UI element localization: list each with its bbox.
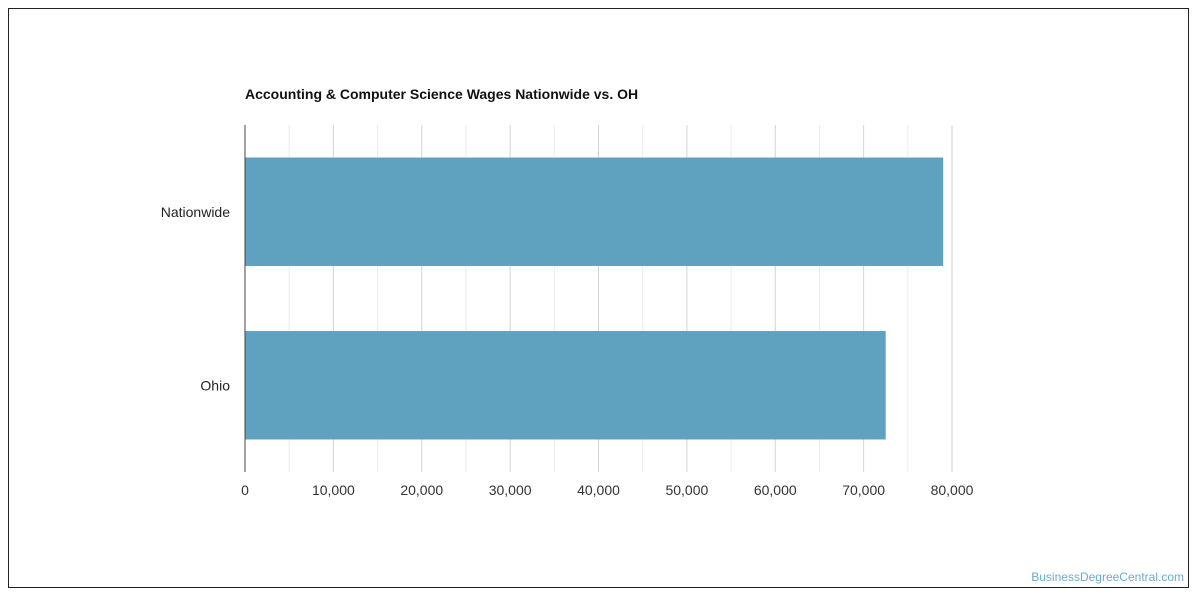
x-tick-label: 40,000 xyxy=(577,482,620,498)
category-label: Ohio xyxy=(200,377,230,393)
x-tick-label: 0 xyxy=(241,482,249,498)
x-tick-label: 50,000 xyxy=(665,482,708,498)
x-tick-label: 60,000 xyxy=(754,482,797,498)
x-tick-label: 20,000 xyxy=(400,482,443,498)
x-tick-label: 10,000 xyxy=(312,482,355,498)
labels: Nationwide Ohio 0 10,000 20,000 30,000 40,000 5… xyxy=(161,204,974,498)
bars xyxy=(245,157,944,440)
bar-ohio xyxy=(245,331,886,440)
category-label: Nationwide xyxy=(161,204,230,220)
x-tick-label: 30,000 xyxy=(489,482,532,498)
watermark: BusinessDegreeCentral.com xyxy=(1031,570,1184,584)
x-tick-label: 80,000 xyxy=(931,482,974,498)
bar-nationwide xyxy=(245,157,944,266)
x-tick-label: 70,000 xyxy=(842,482,885,498)
chart-title: Accounting & Computer Science Wages Nati… xyxy=(245,86,639,102)
